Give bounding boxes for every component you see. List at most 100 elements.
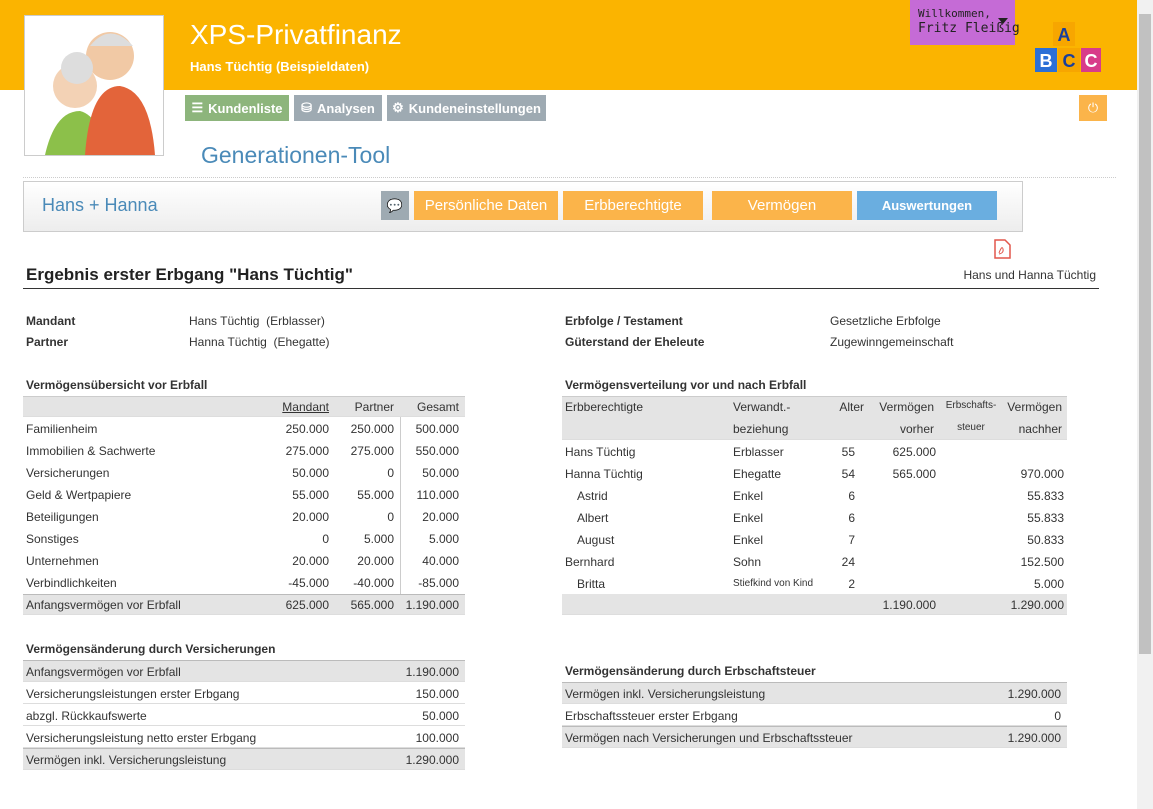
- cell: 1.290.000: [1007, 687, 1061, 701]
- row-label: Beteiligungen: [26, 510, 99, 524]
- cell: 50.000: [422, 466, 459, 480]
- row-label: Vermögen inkl. Versicherungsleistung: [26, 753, 227, 767]
- page-title: Generationen-Tool: [201, 142, 391, 168]
- avatar: [24, 15, 164, 156]
- table-row: [562, 682, 1067, 704]
- row-label: Sonstiges: [26, 532, 79, 546]
- cell: 1.190.000: [882, 598, 936, 612]
- table-row: [23, 660, 465, 682]
- nav-button[interactable]: ☰ Kundenliste: [185, 95, 289, 121]
- cell: 7: [848, 533, 855, 547]
- result-heading: Ergebnis erster Erbgang "Hans Tüchtig": [26, 265, 353, 284]
- cell: 5.000: [1033, 577, 1064, 591]
- cell: 0: [1054, 709, 1061, 723]
- column-header: Erbberechtigte: [565, 400, 644, 414]
- row-label: Unternehmen: [26, 554, 99, 568]
- column-header: vorher: [899, 422, 934, 436]
- cell: Sohn: [733, 555, 762, 569]
- scrollbar[interactable]: [1137, 0, 1153, 809]
- column-header: Vermögen: [879, 400, 934, 414]
- cell: 152.500: [1020, 555, 1064, 569]
- column-divider: [400, 417, 401, 594]
- cell: 20.000: [422, 510, 459, 524]
- panel-name: Hans + Hanna: [42, 195, 158, 215]
- cell: Hans Tüchtig: [565, 445, 636, 459]
- pdf-icon[interactable]: [993, 239, 1011, 259]
- info-label: Güterstand der Eheleute: [565, 335, 705, 349]
- section-title: Vermögensverteilung vor und nach Erbfall: [565, 378, 807, 392]
- table-row: [23, 704, 465, 726]
- nav-icon: ⛁: [301, 100, 313, 115]
- cell: 565.000: [892, 467, 936, 481]
- section-title: Vermögensänderung durch Erbschaftsteuer: [565, 664, 816, 678]
- cell: 20.000: [292, 554, 329, 568]
- info-label: Mandant: [26, 314, 76, 328]
- nav-button[interactable]: ⚙ Kundeneinstellungen: [387, 95, 546, 121]
- row-label: Geld & Wertpapiere: [26, 488, 132, 502]
- row-label: Vermögen nach Versicherungen und Erbscha…: [565, 731, 853, 745]
- table-header: [23, 396, 465, 417]
- tab[interactable]: Erbberechtigte: [563, 191, 703, 220]
- cell: -85.000: [418, 576, 459, 590]
- svg-text:C: C: [1063, 51, 1076, 71]
- cell: 5.000: [363, 532, 394, 546]
- cell: 55.000: [357, 488, 394, 502]
- app-title: XPS-Privatfinanz: [190, 19, 402, 50]
- row-label: abzgl. Rückkaufswerte: [26, 709, 147, 723]
- cell: Erblasser: [733, 445, 784, 459]
- row-label: Erbschaftssteuer erster Erbgang: [565, 709, 738, 723]
- chat-button[interactable]: 💬: [381, 191, 409, 220]
- tab[interactable]: Auswertungen: [857, 191, 997, 220]
- cell: 55.833: [1027, 489, 1064, 503]
- cell: Albert: [577, 511, 609, 525]
- column-header: Partner: [354, 400, 394, 414]
- tab[interactable]: Persönliche Daten: [414, 191, 558, 220]
- cell: Ehegatte: [733, 467, 782, 481]
- cell: 55: [841, 445, 855, 459]
- nav-label: Analysen: [317, 100, 375, 116]
- pdf-label[interactable]: Hans und Hanna Tüchtig: [963, 268, 1096, 282]
- cell: 55.000: [292, 488, 329, 502]
- info-value: Zugewinngemeinschaft: [830, 335, 954, 349]
- cell: 150.000: [415, 687, 459, 701]
- app-subtitle: Hans Tüchtig (Beispieldaten): [190, 59, 370, 74]
- cell: 54: [841, 467, 855, 481]
- column-header: Alter: [839, 400, 864, 414]
- row-label: Versicherungsleistung netto erster Erbga…: [26, 731, 257, 745]
- cell: 550.000: [415, 444, 459, 458]
- user-greeting: Willkommen,: [918, 7, 991, 20]
- heading-rule: [23, 288, 1099, 289]
- cell: Enkel: [733, 511, 764, 525]
- cell: Hanna Tüchtig: [565, 467, 643, 481]
- nav-icon: ☰: [191, 100, 204, 115]
- column-header: Verwandt.-: [733, 400, 791, 414]
- nav-button[interactable]: ⛁ Analysen: [294, 95, 382, 121]
- cell: 1.290.000: [1010, 598, 1064, 612]
- cell: 5.000: [428, 532, 459, 546]
- cell: 1.290.000: [405, 753, 459, 767]
- cell: 50.000: [292, 466, 329, 480]
- info-label: Partner: [26, 335, 69, 349]
- tab[interactable]: Vermögen: [712, 191, 852, 220]
- cell: August: [577, 533, 615, 547]
- cell: 250.000: [285, 422, 329, 436]
- cell: 110.000: [416, 488, 460, 502]
- cell: Bernhard: [565, 555, 615, 569]
- cell: Britta: [577, 577, 606, 591]
- cell: 55.833: [1027, 511, 1064, 525]
- cell: 275.000: [285, 444, 329, 458]
- cell: Enkel: [733, 533, 764, 547]
- user-menu[interactable]: Willkommen, Fritz Fleißig: [910, 0, 1020, 45]
- cell: 50.000: [422, 709, 459, 723]
- cell: 625.000: [892, 445, 936, 459]
- cell: -40.000: [353, 576, 394, 590]
- cell: 1.190.000: [405, 665, 459, 679]
- table-footer: [23, 594, 465, 615]
- power-button[interactable]: ⏻: [1079, 95, 1107, 121]
- cell: 0: [387, 466, 394, 480]
- table-header: [562, 396, 1067, 440]
- nav-label: Kundenliste: [208, 100, 283, 116]
- nav-icon: ⚙: [392, 100, 404, 115]
- cell: 0: [387, 510, 394, 524]
